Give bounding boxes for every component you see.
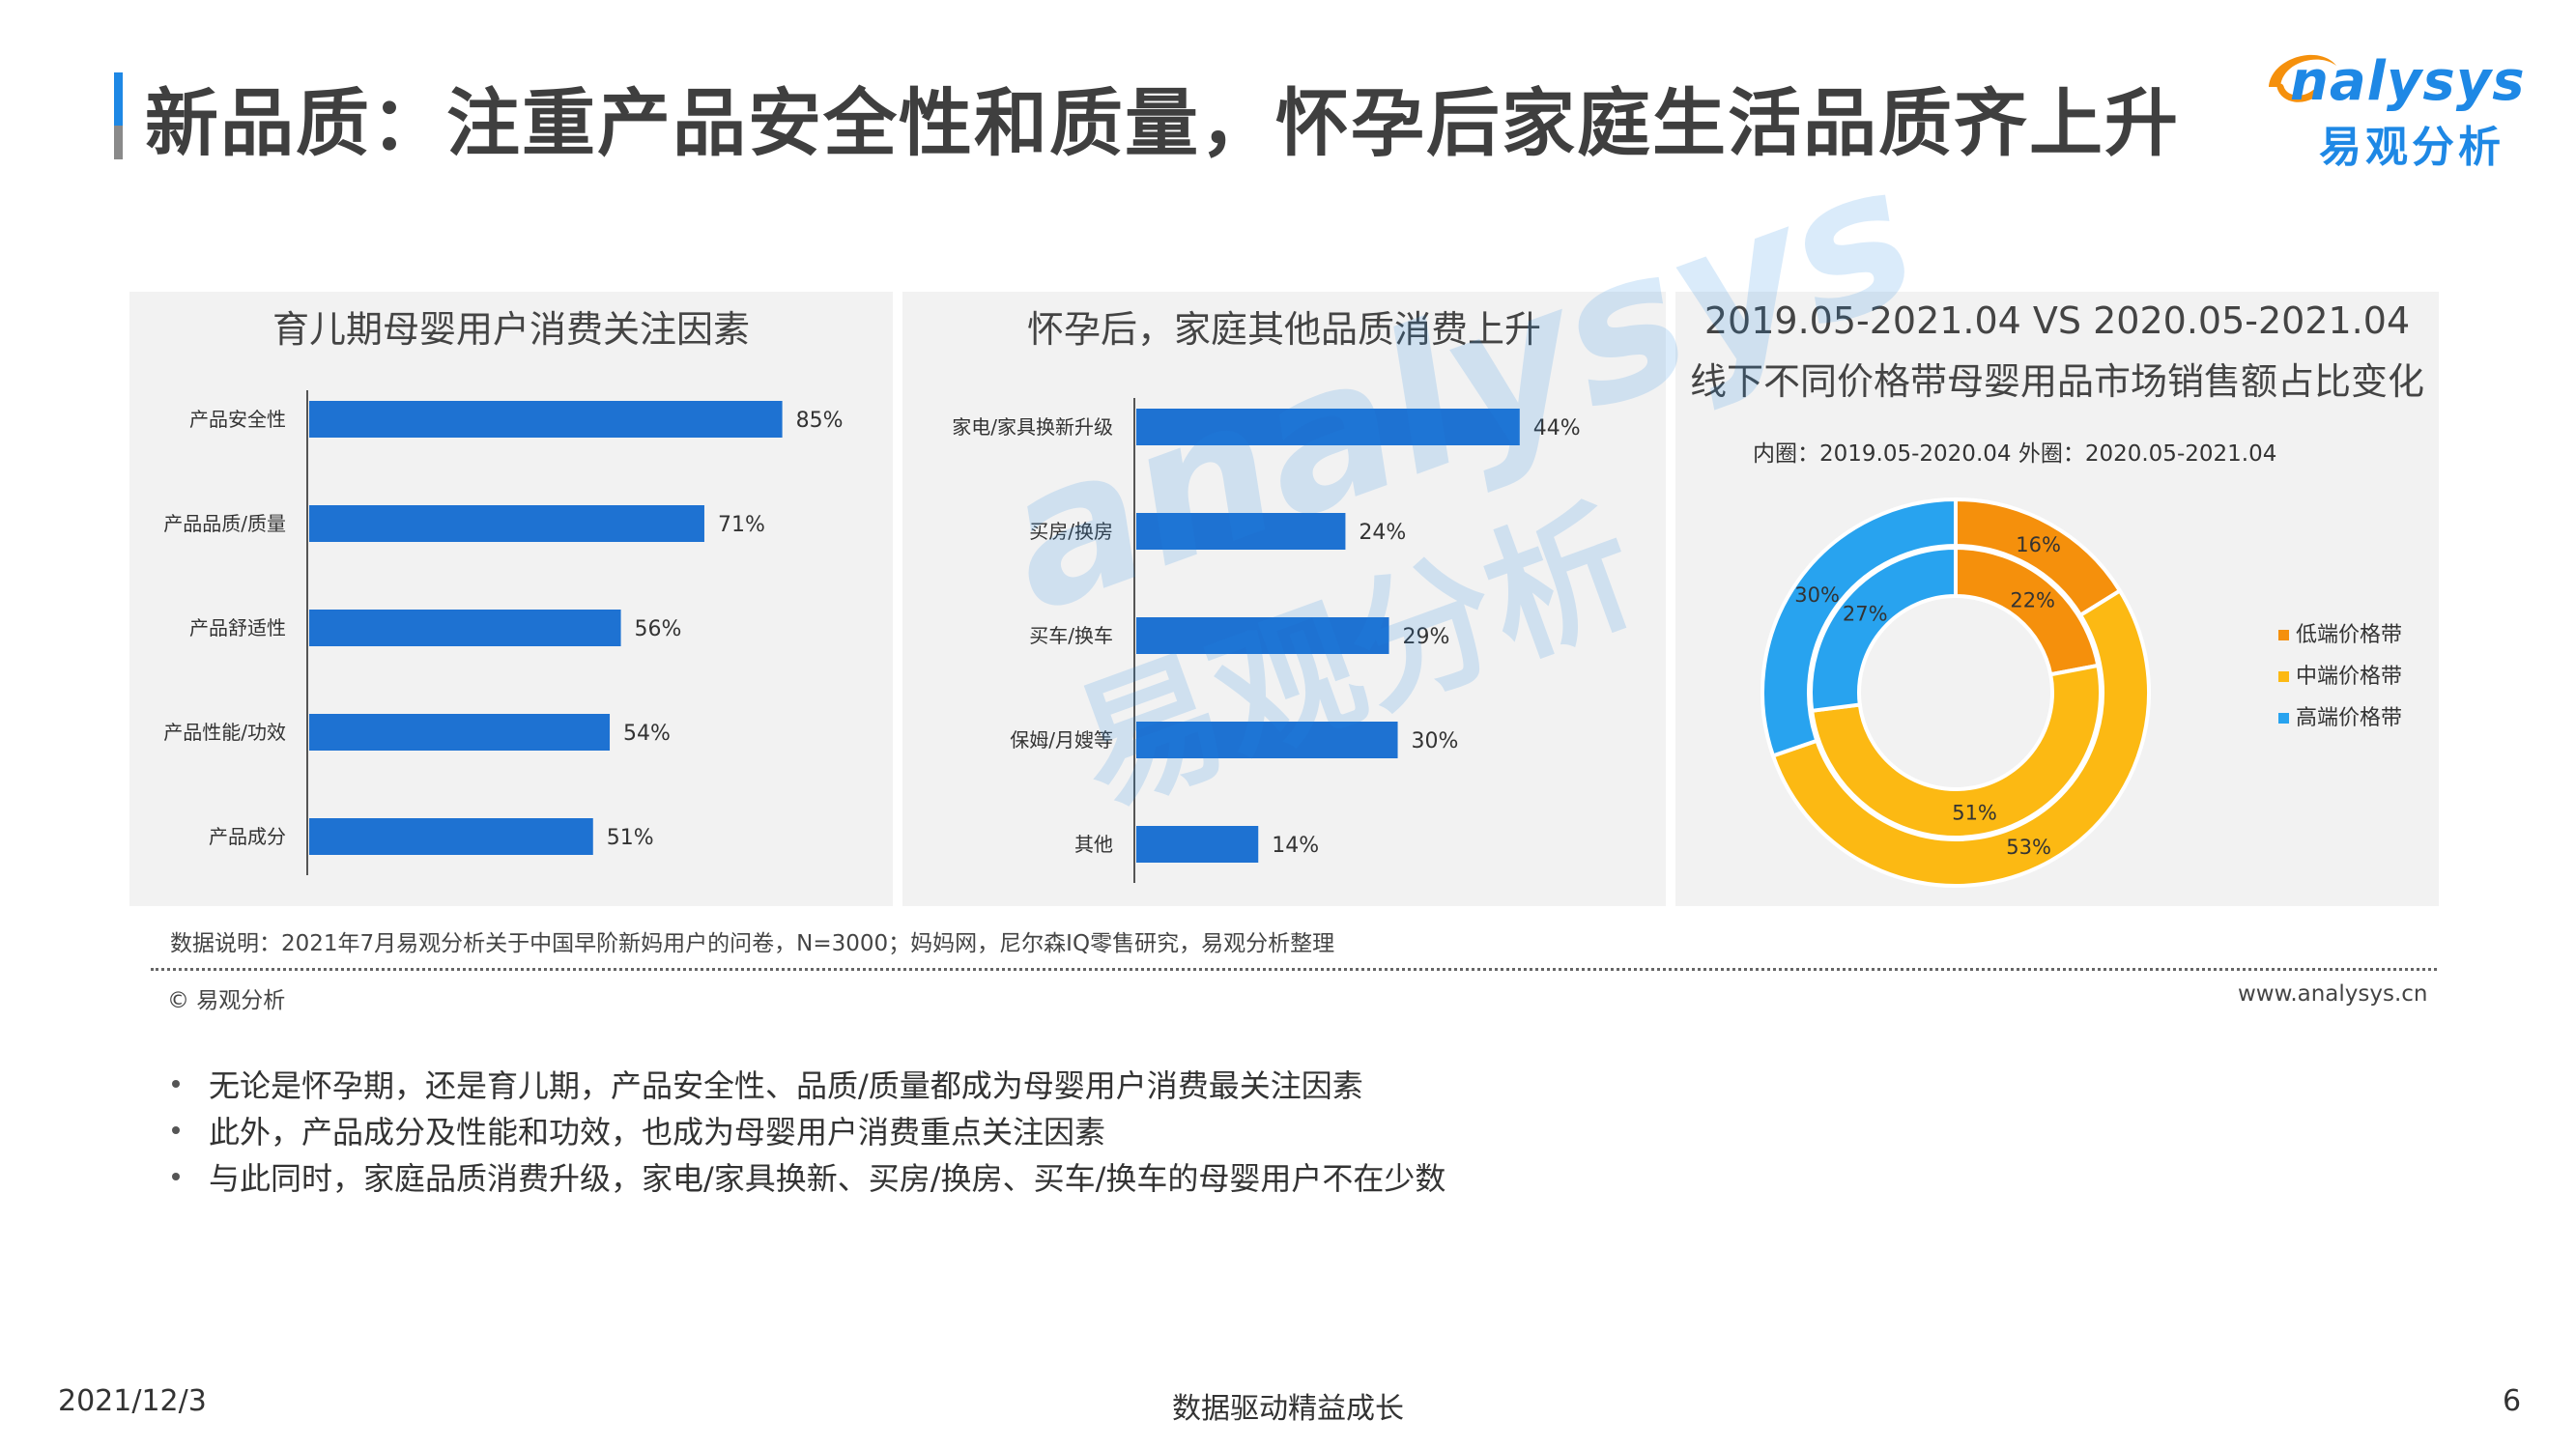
bullet-text: 与此同时，家庭品质消费升级，家电/家具换新、买房/换房、买车/换车的母婴用户不在… [209,1160,1446,1197]
bar [309,610,621,646]
bullet-dot-icon [172,1173,180,1180]
bar [1136,513,1346,550]
bullet-text: 无论是怀孕期，还是育儿期，产品安全性、品质/质量都成为母婴用户消费最关注因素 [209,1067,1363,1104]
bar [1136,409,1520,445]
outer-ring-slice-label: 16% [2016,533,2061,556]
bar [309,714,611,751]
category-label: 产品舒适性 [189,616,286,639]
category-label: 产品成分 [209,825,286,848]
bar [309,401,783,438]
legend-swatch [2278,713,2289,724]
inner-ring-slice [1809,545,1958,714]
legend-swatch [2278,630,2289,640]
footer-date: 2021/12/3 [58,1384,207,1418]
bar [309,818,593,855]
category-label: 买车/换车 [1029,624,1113,647]
inner-ring-slice-label: 27% [1843,602,1888,625]
legend-label: 中端价格带 [2296,665,2402,689]
page-title: 新品质：注重产品安全性和质量，怀孕后家庭生活品质齐上升 [145,80,2180,166]
value-label: 56% [635,617,682,641]
legend-swatch [2278,671,2289,682]
outer-ring-slice-label: 53% [2006,836,2051,859]
bullet-item: 无论是怀孕期，还是育儿期，产品安全性、品质/质量都成为母婴用户消费最关注因素 [172,1061,1445,1107]
copyright: © 易观分析 [167,988,286,1013]
website-link[interactable]: www.analysys.cn [2238,981,2428,1007]
chart-title: 怀孕后，家庭其他品质消费上升 [1026,308,1541,351]
bar [1136,826,1259,863]
value-label: 71% [718,513,765,537]
value-label: 85% [796,409,844,433]
inner-ring-slice-label: 22% [2010,589,2055,612]
bullet-item: 此外，产品成分及性能和功效，也成为母婴用户消费重点关注因素 [172,1107,1445,1153]
bar [1136,617,1389,654]
outer-ring-slice [1770,587,2151,888]
data-source-note: 数据说明：2021年7月易观分析关于中国早阶新妈用户的问卷，N=3000；妈妈网… [170,931,1335,956]
chart-title: 育儿期母婴用户消费关注因素 [272,308,750,351]
category-label: 产品品质/质量 [163,512,286,535]
chart-panel-care-factors: 育儿期母婴用户消费关注因素 产品安全性 85% 产品品质/质量 71% 产品舒适性 56%… [129,292,893,906]
bullet-text: 此外，产品成分及性能和功效，也成为母婴用户消费重点关注因素 [209,1114,1106,1151]
category-label: 买房/换房 [1029,520,1113,543]
value-label: 54% [623,722,671,746]
bullet-dot-icon [172,1080,180,1088]
value-label: 44% [1533,416,1581,440]
legend-label: 低端价格带 [2296,623,2402,647]
chart-panel-family-consumption: 怀孕后，家庭其他品质消费上升 家电/家具换新升级 44% 买房/换房 24% 买车/换车… [902,292,1666,906]
category-label: 保姆/月嫂等 [1010,728,1113,752]
value-label: 29% [1403,625,1450,649]
value-label: 14% [1272,834,1319,858]
divider [151,968,2437,971]
title-accent-bar [114,72,123,159]
category-label: 其他 [1074,833,1113,856]
ring-note: 内圈：2019.05-2020.04 外圈：2020.05-2021.04 [1753,441,2276,467]
bar-chart-family-consumption: 家电/家具换新升级 44% 买房/换房 24% 买车/换车 29% 保姆/月嫂等 30% 其他 1… [952,398,1581,883]
value-label: 24% [1359,521,1406,545]
legend-label: 高端价格带 [2296,706,2402,730]
outer-ring-slice-label: 30% [1794,583,1840,607]
chart-subtitle: 线下不同价格带母婴用品市场销售额占比变化 [1689,360,2424,403]
chart-panel-price-band: 2019.05-2021.04 VS 2020.05-2021.04 线下不同价… [1675,292,2439,906]
logo-subtext: 易观分析 [2319,123,2504,172]
bullet-item: 与此同时，家庭品质消费升级，家电/家具换新、买房/换房、买车/换车的母婴用户不在… [172,1153,1445,1200]
category-label: 产品安全性 [189,408,286,431]
inner-ring-slice [1809,663,2103,839]
donut-chart-price-band: 内圈：2019.05-2020.04 外圈：2020.05-2021.04 16%… [1753,441,2402,888]
bullet-dot-icon [172,1126,180,1134]
bullet-list: 无论是怀孕期，还是育儿期，产品安全性、品质/质量都成为母婴用户消费最关注因素 此… [172,1061,1445,1200]
page-number: 6 [2503,1384,2522,1418]
category-label: 产品性能/功效 [163,721,286,744]
logo-swoosh-icon [2269,54,2336,102]
footer-slogan: 数据驱动精益成长 [1172,1392,1404,1426]
chart-title: 2019.05-2021.04 VS 2020.05-2021.04 [1703,299,2411,342]
bar [309,505,704,542]
bar-chart-care-factors: 产品安全性 85% 产品品质/质量 71% 产品舒适性 56% 产品性能/功效 54% 产品成分… [163,390,844,875]
analysys-logo: nalysys 易观分析 [2261,39,2532,172]
category-label: 家电/家具换新升级 [952,415,1113,439]
bar [1136,722,1398,758]
logo-text: nalysys [2290,50,2526,113]
value-label: 51% [607,826,654,850]
inner-ring-slice-label: 51% [1952,801,1997,824]
value-label: 30% [1412,729,1459,753]
